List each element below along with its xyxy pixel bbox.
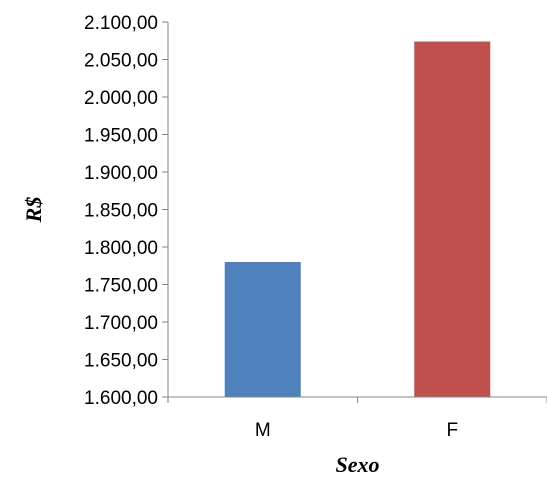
y-tick-label: 1.750,00: [84, 276, 158, 297]
y-tick-label: 1.950,00: [84, 126, 158, 147]
y-tick-label: 1.650,00: [84, 351, 158, 372]
y-axis-title: R$: [21, 197, 46, 224]
bars: [224, 41, 491, 397]
x-axis-title: Sexo: [336, 452, 380, 477]
y-tick-label: 1.850,00: [84, 201, 158, 222]
bar-m: [224, 262, 301, 397]
bar-f: [414, 41, 491, 397]
y-tick-label: 1.900,00: [84, 163, 158, 184]
y-tick-label: 2.000,00: [84, 88, 158, 109]
y-tick-label: 2.100,00: [84, 13, 158, 34]
y-tick-label: 1.800,00: [84, 238, 158, 259]
y-axis-ticks: 1.600,00 1.650,00 1.700,00 1.750,00 1.800,00…: [84, 13, 168, 409]
x-tick-label: M: [255, 420, 271, 441]
y-tick-label: 1.700,00: [84, 313, 158, 334]
y-tick-label: 2.050,00: [84, 51, 158, 72]
x-tick-label: F: [446, 420, 458, 441]
y-tick-label: 1.600,00: [84, 388, 158, 409]
